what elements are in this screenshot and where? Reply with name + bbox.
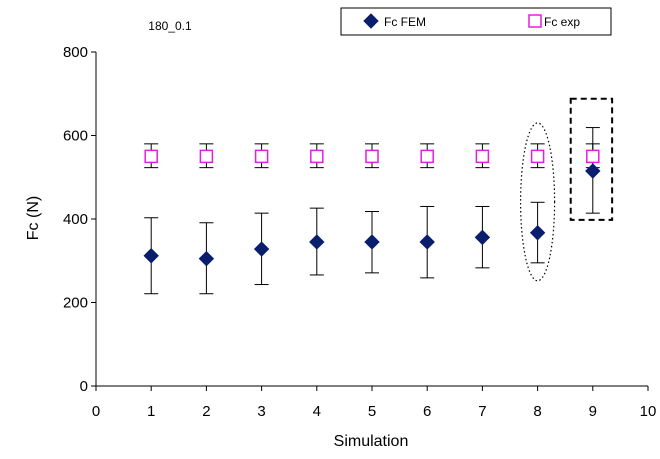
data-point-fc-fem	[143, 248, 159, 264]
x-tick-label: 1	[147, 403, 155, 420]
x-tick-label: 9	[589, 403, 597, 420]
x-tick-label: 10	[640, 403, 657, 420]
data-point-fc-exp	[310, 149, 324, 164]
data-point-fc-exp	[365, 149, 379, 164]
series-layer	[143, 127, 601, 295]
legend-marker-fc-fem	[363, 13, 379, 29]
data-point-fc-exp	[475, 149, 490, 164]
x-tick-label: 0	[92, 403, 100, 420]
legend-box	[340, 7, 612, 36]
data-point-fc-fem	[198, 250, 215, 267]
y-tick-label: 800	[63, 44, 88, 61]
y-tick-label: 600	[63, 128, 88, 145]
data-point-fc-exp	[199, 149, 214, 164]
chart-title: 180_0.1	[148, 19, 192, 33]
data-point-fc-fem	[474, 229, 491, 246]
x-tick-label: 3	[257, 403, 265, 420]
data-point-fc-fem	[364, 234, 380, 250]
dotted-ellipse-annotation	[519, 122, 556, 282]
dashed-rect-annotation	[569, 97, 614, 221]
data-point-fc-fem	[419, 234, 435, 250]
legend-square-icon	[528, 14, 542, 28]
x-tick-label: 4	[313, 403, 321, 420]
data-point-fc-exp	[254, 149, 269, 164]
y-tick-label: 200	[63, 295, 88, 312]
data-point-fc-exp	[420, 149, 434, 164]
legend: Fc FEM Fc exp	[340, 7, 612, 36]
y-tick-label: 0	[80, 378, 88, 395]
data-point-fc-fem	[529, 225, 546, 241]
data-point-fc-exp	[144, 149, 158, 164]
y-tick-label: 400	[63, 211, 88, 228]
data-point-fc-exp	[586, 149, 600, 164]
x-axis-title: Simulation	[334, 433, 409, 450]
annotations	[519, 97, 614, 282]
x-tick-label: 5	[368, 403, 376, 420]
data-point-fc-fem	[309, 234, 325, 250]
legend-marker-fc-exp	[528, 14, 542, 28]
legend-label-fc-fem: Fc FEM	[384, 15, 426, 29]
axis-ticks: 0 1 2 3 4 5 6 7 8 9 10 0 200 400 600 800	[63, 44, 656, 420]
data-point-fc-fem	[585, 163, 601, 179]
data-point-fc-exp	[530, 149, 545, 164]
x-tick-label: 8	[533, 403, 541, 420]
x-tick-label: 2	[202, 403, 210, 420]
data-point-fc-fem	[253, 241, 270, 257]
legend-diamond-icon	[363, 13, 379, 29]
x-tick-label: 6	[423, 403, 431, 420]
legend-label-fc-exp: Fc exp	[544, 15, 580, 29]
x-tick-label: 7	[478, 403, 486, 420]
y-axis-title: Fc (N)	[25, 196, 42, 240]
